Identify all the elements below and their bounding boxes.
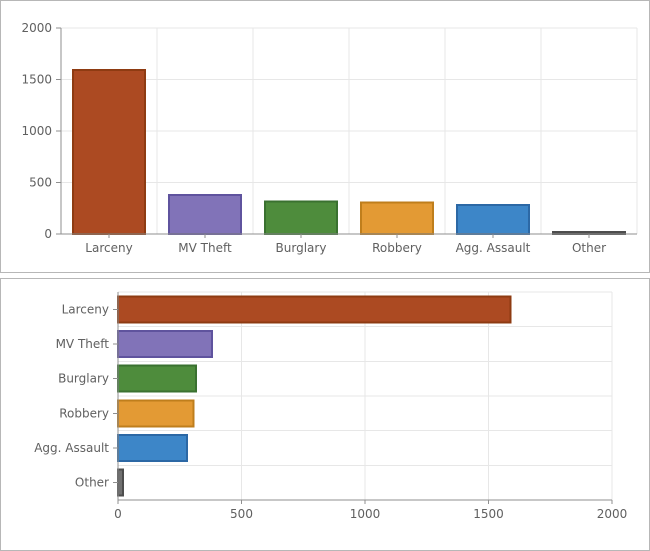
category-label-mv-theft: MV Theft [56, 337, 110, 351]
bar-larceny [117, 295, 512, 324]
horizontal-bar-chart-panel: Larceny MV Theft Burglary Robbery Agg. Assau… [0, 278, 650, 551]
category-label-larceny: Larceny [85, 241, 132, 255]
y-tick-label: 1500 [21, 73, 52, 87]
category-label-larceny: Larceny [62, 302, 109, 316]
category-label-burglary: Burglary [58, 372, 109, 386]
bar-mv-theft [168, 193, 242, 235]
vertical-bar-chart: 0 500 1000 1500 2000 Larceny MV Theft Burglary R… [21, 21, 638, 255]
bar-agg-assault [117, 434, 189, 462]
category-label-agg-assault: Agg. Assault [34, 441, 109, 455]
category-label-burglary: Burglary [276, 241, 327, 255]
bar-robbery [360, 201, 434, 236]
category-label-other: Other [572, 241, 606, 255]
x-tick-label: 0 [114, 507, 122, 521]
horizontal-bar-chart: Larceny MV Theft Burglary Robbery Agg. Assau… [34, 291, 628, 521]
y-tick-label: 2000 [21, 21, 52, 35]
bar-burglary [117, 364, 197, 393]
x-tick-label: 2000 [597, 507, 628, 521]
category-label-agg-assault: Agg. Assault [456, 241, 531, 255]
y-tick-label: 500 [29, 176, 52, 190]
bar-agg-assault [456, 204, 530, 236]
x-tick-label: 1500 [473, 507, 504, 521]
bar-larceny [72, 69, 146, 236]
category-label-robbery: Robbery [372, 241, 422, 255]
y-tick-label: 1000 [21, 124, 52, 138]
bar-mv-theft [117, 330, 213, 358]
bar-burglary [264, 200, 338, 235]
x-tick-label: 1000 [350, 507, 381, 521]
y-tick-label: 0 [44, 227, 52, 241]
category-label-robbery: Robbery [59, 406, 109, 420]
category-label-other: Other [75, 476, 109, 490]
bar-other [117, 468, 124, 497]
category-label-mv-theft: MV Theft [178, 241, 232, 255]
x-tick-label: 500 [230, 507, 253, 521]
vertical-bar-chart-panel: 0 500 1000 1500 2000 Larceny MV Theft Burglary R… [0, 0, 650, 273]
bar-robbery [117, 399, 195, 428]
